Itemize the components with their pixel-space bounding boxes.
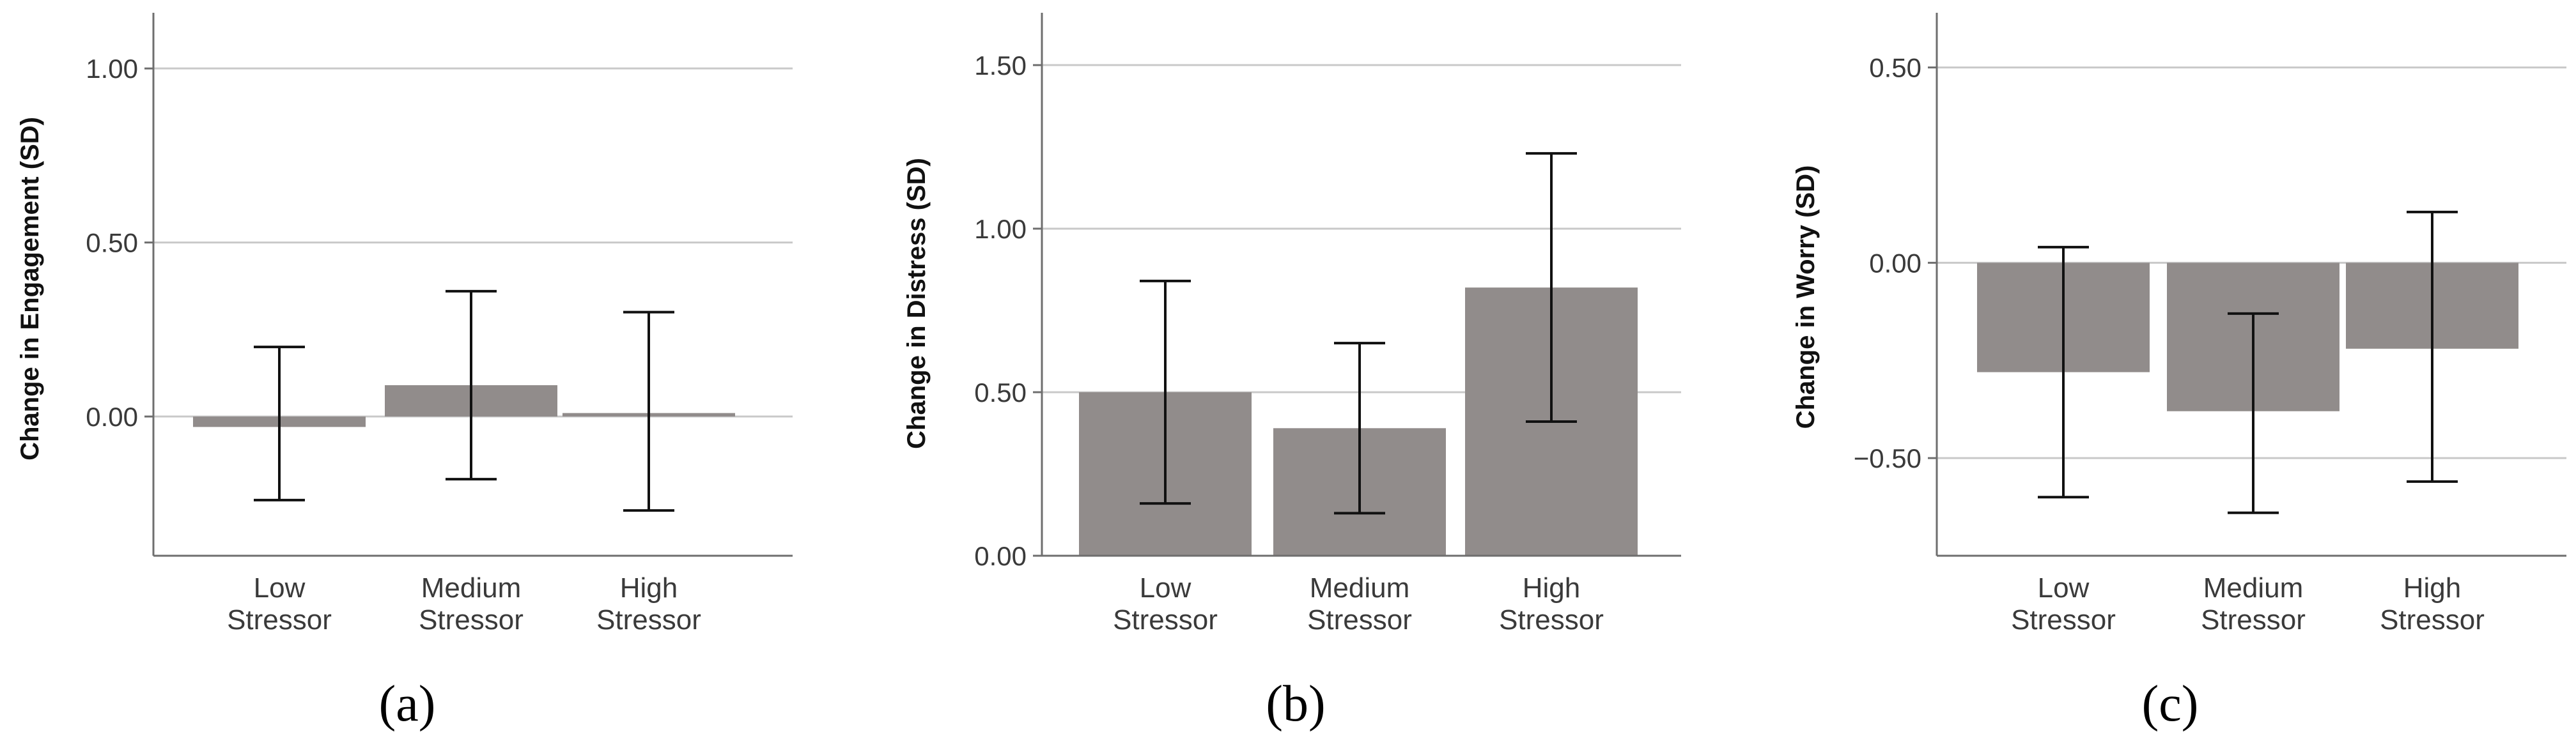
category-label-high-line1: High — [2403, 572, 2462, 604]
error-bar-high-stressor — [623, 310, 674, 512]
category-label-high-line1: High — [620, 572, 678, 604]
y-axis-label: Change in Engagement (SD) — [16, 117, 44, 461]
category-label-medium-line2: Stressor — [1307, 604, 1412, 636]
y-axis-label: Change in Distress (SD) — [903, 158, 931, 449]
y-tick-label-2: 1.00 — [86, 54, 138, 84]
panel-label: (a) — [379, 676, 436, 732]
y-tick-label-1: 0.00 — [1869, 248, 1921, 278]
category-label-medium-line1: Medium — [421, 572, 522, 604]
y-tick-label-0: 0.00 — [86, 402, 138, 432]
y-tick-label-1: 0.50 — [974, 378, 1027, 408]
y-tick-label-0: 0.00 — [974, 541, 1027, 571]
category-label-medium-line2: Stressor — [2201, 604, 2306, 636]
category-label-high-line2: Stressor — [1499, 604, 1604, 636]
y-tick-label-1: 0.50 — [86, 228, 138, 258]
panel-label: (c) — [2142, 676, 2199, 732]
error-bar-high-stressor — [1526, 152, 1577, 424]
panel-label: (b) — [1266, 676, 1325, 732]
category-label-low-line1: Low — [254, 572, 306, 604]
panel-a-engagement-chart: 0.00 0.50 1.00 Change in Engagement (SD) L… — [16, 13, 793, 732]
panel-c-worry-chart: −0.50 0.00 0.50 Change in Worry (SD) Low S… — [1792, 13, 2566, 732]
y-tick-label-3: 1.50 — [974, 50, 1027, 80]
category-label-high-line2: Stressor — [596, 604, 701, 636]
y-tick-label-2: 0.50 — [1869, 53, 1921, 83]
error-bar-medium-stressor — [446, 289, 497, 481]
error-bar-low-stressor — [254, 346, 305, 501]
error-bar-low-stressor — [2038, 245, 2089, 499]
category-label-low-line2: Stressor — [1113, 604, 1218, 636]
panel-b-distress-chart: 0.00 0.50 1.00 1.50 Change in Distress (SD)… — [903, 13, 1681, 732]
category-label-medium-line2: Stressor — [419, 604, 524, 636]
category-label-low-line2: Stressor — [227, 604, 332, 636]
y-tick-label-2: 1.00 — [974, 214, 1027, 244]
category-label-low-line2: Stressor — [2011, 604, 2116, 636]
category-label-low-line1: Low — [1140, 572, 1191, 604]
category-label-medium-line1: Medium — [2203, 572, 2304, 604]
y-axis-label: Change in Worry (SD) — [1792, 165, 1820, 429]
error-bar-high-stressor — [2407, 210, 2458, 483]
y-tick-label-0: −0.50 — [1854, 443, 1921, 473]
category-label-low-line1: Low — [2038, 572, 2090, 604]
category-label-high-line2: Stressor — [2380, 604, 2485, 636]
error-bar-medium-stressor — [1334, 342, 1385, 515]
error-bar-medium-stressor — [2228, 312, 2279, 514]
error-bar-low-stressor — [1140, 279, 1191, 505]
category-label-high-line1: High — [1523, 572, 1581, 604]
category-label-medium-line1: Medium — [1310, 572, 1410, 604]
